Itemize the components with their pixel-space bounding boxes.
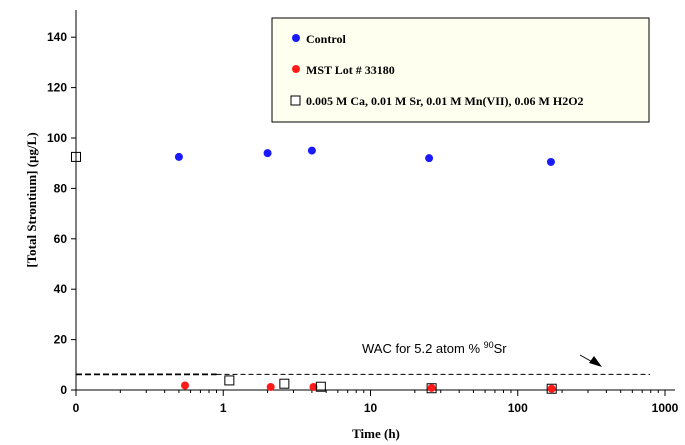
data-point-series-0 <box>174 152 183 161</box>
data-point-series-2 <box>546 383 557 394</box>
data-point-series-2 <box>315 381 326 392</box>
x-tick-label: 1000 <box>652 401 679 415</box>
wac-annotation-isotope-sup: 90 <box>484 340 494 350</box>
x-axis-ticks: 0 1 10 100 1000 <box>73 390 679 415</box>
legend-marker-control <box>292 34 300 42</box>
legend-label-mst: MST Lot # 33180 <box>306 63 395 77</box>
legend-marker-mst <box>292 65 300 73</box>
x-tick-label: 0 <box>73 401 80 415</box>
y-tick-label: 120 <box>47 81 67 95</box>
data-point-series-2 <box>279 378 290 389</box>
data-point-series-2 <box>224 375 235 386</box>
legend-label-control: Control <box>306 32 346 46</box>
y-axis-title: [Total Strontium] (µg/L) <box>24 132 39 267</box>
x-tick-label: 1 <box>220 401 227 415</box>
y-tick-label: 100 <box>47 131 67 145</box>
x-tick-label: 10 <box>364 401 378 415</box>
data-points <box>71 146 557 394</box>
x-tick-label: 100 <box>508 401 528 415</box>
wac-annotation-element: Sr <box>494 341 508 356</box>
data-point-series-0 <box>425 154 434 163</box>
y-tick-label: 20 <box>54 333 68 347</box>
data-point-series-0 <box>263 149 272 158</box>
y-tick-label: 140 <box>47 30 67 44</box>
y-tick-label: 80 <box>54 181 68 195</box>
data-point-series-1 <box>309 382 318 391</box>
data-point-series-1 <box>181 381 190 390</box>
data-point-series-1 <box>427 383 436 392</box>
wac-annotation: WAC for 5.2 atom % 90Sr <box>362 340 507 356</box>
legend-label-mix: 0.005 M Ca, 0.01 M Sr, 0.01 M Mn(VII), 0… <box>306 94 584 108</box>
data-point-series-0 <box>546 157 555 166</box>
data-point-series-0 <box>307 146 316 155</box>
y-tick-label: 40 <box>54 282 68 296</box>
data-point-series-2 <box>426 383 437 394</box>
y-tick-label: 60 <box>54 232 68 246</box>
x-axis-title: Time (h) <box>352 426 400 441</box>
data-point-series-1 <box>547 384 556 393</box>
wac-arrowhead <box>589 356 602 367</box>
data-point-series-1 <box>266 382 275 391</box>
y-axis-ticks: 0 20 40 60 80 100 120 140 <box>47 30 76 397</box>
wac-annotation-prefix: WAC for 5.2 atom % <box>362 341 484 356</box>
legend: Control MST Lot # 33180 0.005 M Ca, 0.01… <box>271 17 650 123</box>
plot-area <box>75 10 675 391</box>
legend-box <box>271 17 650 123</box>
legend-marker-mix <box>290 95 301 106</box>
wac-threshold: WAC for 5.2 atom % 90Sr <box>76 340 650 376</box>
y-tick-label: 0 <box>60 383 67 397</box>
data-point-series-2 <box>71 151 81 162</box>
